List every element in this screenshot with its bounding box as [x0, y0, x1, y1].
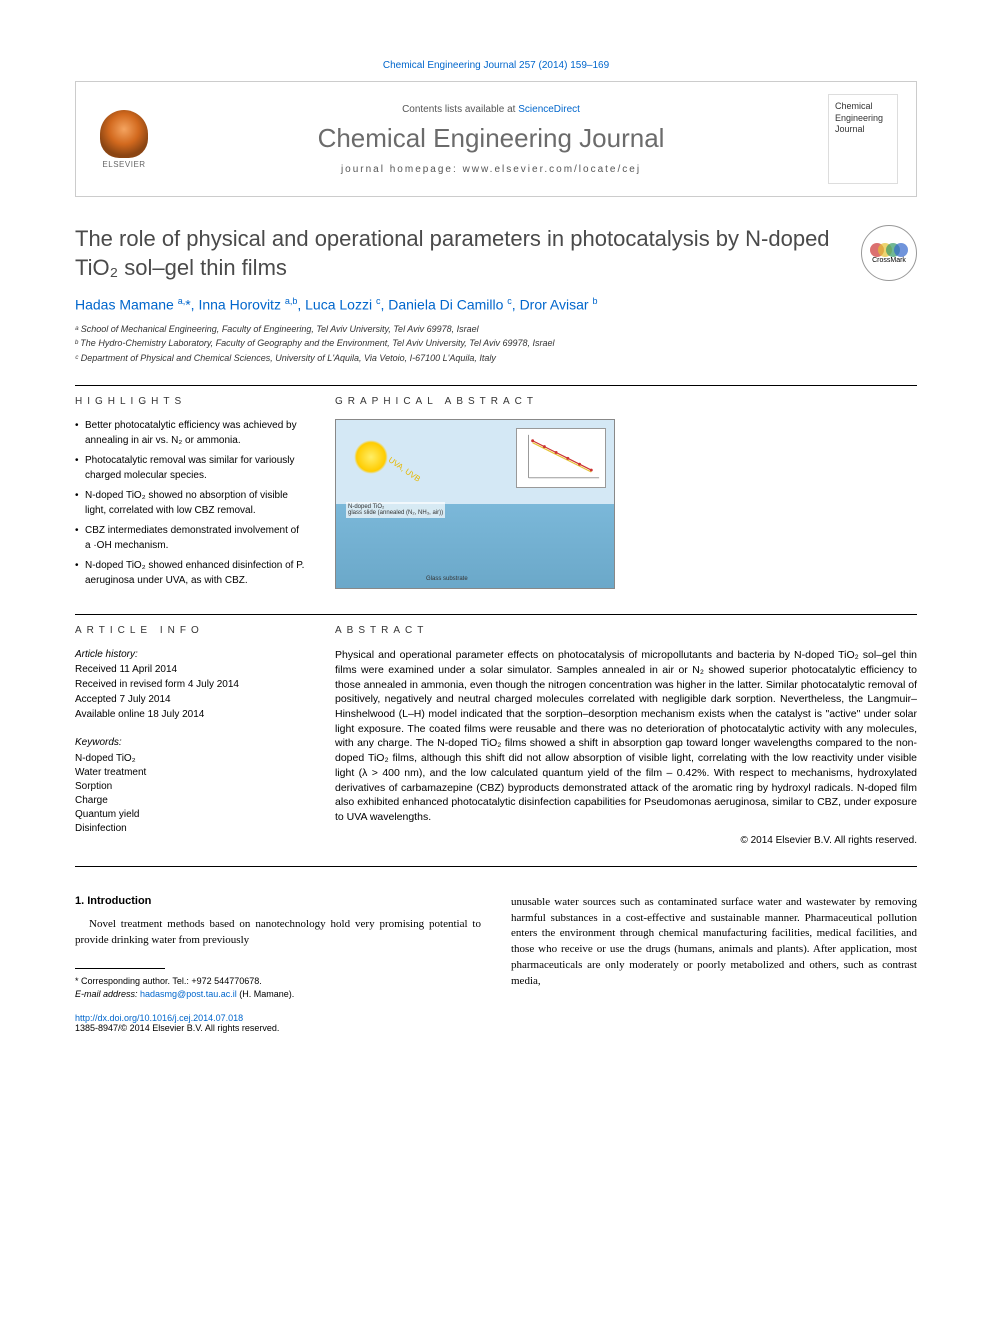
highlight-item: CBZ intermediates demonstrated involveme…: [75, 524, 305, 553]
article-page: Chemical Engineering Journal 257 (2014) …: [0, 0, 992, 1073]
chart-svg: [517, 429, 605, 488]
inset-chart: [516, 428, 606, 488]
highlights-list: Better photocatalytic efficiency was ach…: [75, 419, 305, 588]
homepage-prefix: journal homepage:: [341, 164, 463, 175]
abstract-column: ABSTRACT Physical and operational parame…: [335, 625, 917, 845]
history-item: Received in revised form 4 July 2014: [75, 678, 305, 692]
corresponding-line: * Corresponding author. Tel.: +972 54477…: [75, 975, 481, 988]
keyword: N-doped TiO₂: [75, 752, 305, 766]
crossmark-circle: [894, 243, 908, 257]
abstract-label: ABSTRACT: [335, 625, 917, 636]
graphical-abstract-image: UVA, UVB N-doped TiO₂glass slide (anneal…: [335, 419, 615, 589]
contents-line: Contents lists available at ScienceDirec…: [154, 104, 828, 115]
homepage-url[interactable]: www.elsevier.com/locate/cej: [463, 164, 642, 175]
highlights-row: HIGHLIGHTS Better photocatalytic efficie…: [75, 396, 917, 594]
keywords-heading: Keywords:: [75, 736, 305, 750]
divider: [75, 866, 917, 867]
divider: [75, 614, 917, 615]
crossmark-badge[interactable]: CrossMark: [861, 225, 917, 281]
title-row: The role of physical and operational par…: [75, 225, 917, 282]
affiliation-b: ᵇ The Hydro-Chemistry Laboratory, Facult…: [75, 337, 917, 351]
email-name: (H. Mamane).: [237, 989, 295, 999]
sciencedirect-link[interactable]: ScienceDirect: [518, 104, 580, 115]
highlight-item: N-doped TiO₂ showed no absorption of vis…: [75, 489, 305, 518]
abstract-row: ARTICLE INFO Article history: Received 1…: [75, 625, 917, 845]
authors: Hadas Mamane a,*, Inna Horovitz a,b, Luc…: [75, 296, 917, 313]
abstract-text: Physical and operational parameter effec…: [335, 648, 917, 824]
email-label: E-mail address:: [75, 989, 140, 999]
history-item: Accepted 7 July 2014: [75, 693, 305, 707]
corresponding-footnote: * Corresponding author. Tel.: +972 54477…: [75, 975, 481, 1000]
affiliation-c: ᶜ Department of Physical and Chemical Sc…: [75, 352, 917, 366]
highlight-item: Photocatalytic removal was similar for v…: [75, 454, 305, 483]
issn-line: 1385-8947/© 2014 Elsevier B.V. All right…: [75, 1023, 481, 1033]
email-line: E-mail address: hadasmg@post.tau.ac.il (…: [75, 988, 481, 1001]
introduction-heading: 1. Introduction: [75, 895, 481, 907]
journal-name: Chemical Engineering Journal: [154, 123, 828, 154]
citation: Chemical Engineering Journal 257 (2014) …: [75, 60, 917, 71]
contents-prefix: Contents lists available at: [402, 104, 518, 115]
keyword: Quantum yield: [75, 808, 305, 822]
highlight-item: N-doped TiO₂ showed enhanced disinfectio…: [75, 559, 305, 588]
article-title: The role of physical and operational par…: [75, 225, 841, 282]
email-link[interactable]: hadasmg@post.tau.ac.il: [140, 989, 237, 999]
article-history: Article history: Received 11 April 2014 …: [75, 648, 305, 722]
substrate-label: Glass substrate: [426, 576, 468, 582]
elsevier-tree-icon: [100, 110, 148, 158]
slide-label: N-doped TiO₂glass slide (annealed (N₂, N…: [346, 502, 445, 518]
body-paragraph: Novel treatment methods based on nanotec…: [75, 917, 481, 949]
history-item: Available online 18 July 2014: [75, 708, 305, 722]
keyword: Disinfection: [75, 822, 305, 836]
footnote-divider: [75, 968, 165, 969]
journal-cover[interactable]: Chemical Engineering Journal: [828, 94, 898, 184]
keywords-block: Keywords: N-doped TiO₂ Water treatment S…: [75, 736, 305, 836]
abstract-copyright: © 2014 Elsevier B.V. All rights reserved…: [335, 835, 917, 846]
crossmark-icon: [873, 243, 905, 257]
rays-label: UVA, UVB: [387, 456, 422, 484]
history-item: Received 11 April 2014: [75, 663, 305, 677]
elsevier-logo[interactable]: ELSEVIER: [94, 104, 154, 174]
highlight-item: Better photocatalytic efficiency was ach…: [75, 419, 305, 448]
keyword: Charge: [75, 794, 305, 808]
doi-line: http://dx.doi.org/10.1016/j.cej.2014.07.…: [75, 1013, 481, 1023]
header-center: Contents lists available at ScienceDirec…: [154, 104, 828, 175]
journal-header: ELSEVIER Contents lists available at Sci…: [75, 81, 917, 197]
graphical-abstract-column: GRAPHICAL ABSTRACT UVA, UVB N-doped TiO₂…: [335, 396, 917, 594]
highlights-label: HIGHLIGHTS: [75, 396, 305, 407]
highlights-column: HIGHLIGHTS Better photocatalytic efficie…: [75, 396, 305, 594]
affiliations: ᵃ School of Mechanical Engineering, Facu…: [75, 323, 917, 366]
sun-icon: [354, 440, 388, 474]
crossmark-label: CrossMark: [872, 257, 906, 264]
elsevier-label: ELSEVIER: [102, 160, 145, 169]
article-info-column: ARTICLE INFO Article history: Received 1…: [75, 625, 305, 845]
affiliation-a: ᵃ School of Mechanical Engineering, Facu…: [75, 323, 917, 337]
body-columns: 1. Introduction Novel treatment methods …: [75, 895, 917, 1033]
graphical-abstract-label: GRAPHICAL ABSTRACT: [335, 396, 917, 407]
doi-link[interactable]: http://dx.doi.org/10.1016/j.cej.2014.07.…: [75, 1013, 243, 1023]
keyword: Water treatment: [75, 766, 305, 780]
article-info-label: ARTICLE INFO: [75, 625, 305, 636]
history-heading: Article history:: [75, 648, 305, 662]
divider: [75, 385, 917, 386]
body-paragraph: unusable water sources such as contamina…: [511, 895, 917, 991]
body-column-right: unusable water sources such as contamina…: [511, 895, 917, 1033]
body-column-left: 1. Introduction Novel treatment methods …: [75, 895, 481, 1033]
homepage-line: journal homepage: www.elsevier.com/locat…: [154, 164, 828, 175]
keyword: Sorption: [75, 780, 305, 794]
